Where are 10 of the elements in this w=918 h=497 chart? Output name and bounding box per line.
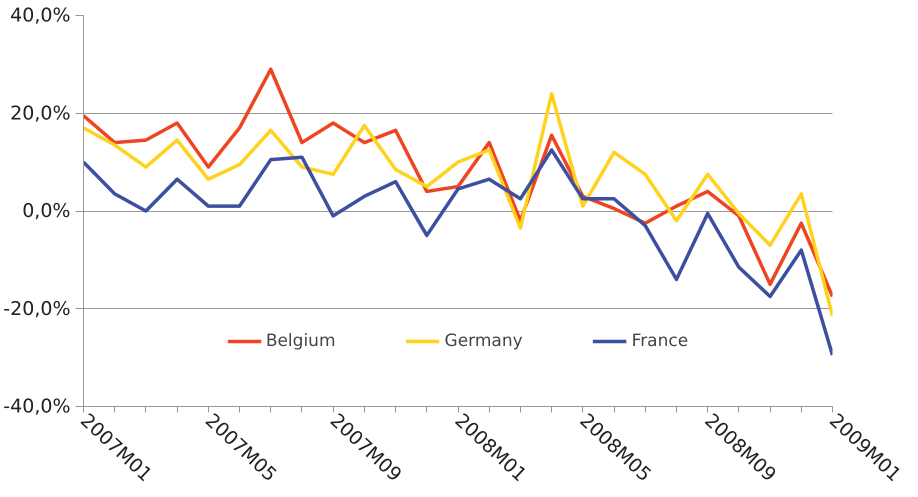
y-tick-label: 0,0% bbox=[22, 200, 71, 222]
y-tick-label: 20,0% bbox=[10, 102, 70, 124]
y-tick-label: 40,0% bbox=[10, 4, 70, 26]
line-series bbox=[84, 148, 832, 357]
y-tick-label: -20,0% bbox=[3, 298, 71, 320]
legend-label: Belgium bbox=[266, 331, 336, 351]
legend-label: Germany bbox=[444, 331, 523, 351]
y-tick-label: -40,0% bbox=[3, 396, 71, 418]
legend-label: France bbox=[632, 331, 688, 351]
line-series bbox=[84, 92, 832, 318]
